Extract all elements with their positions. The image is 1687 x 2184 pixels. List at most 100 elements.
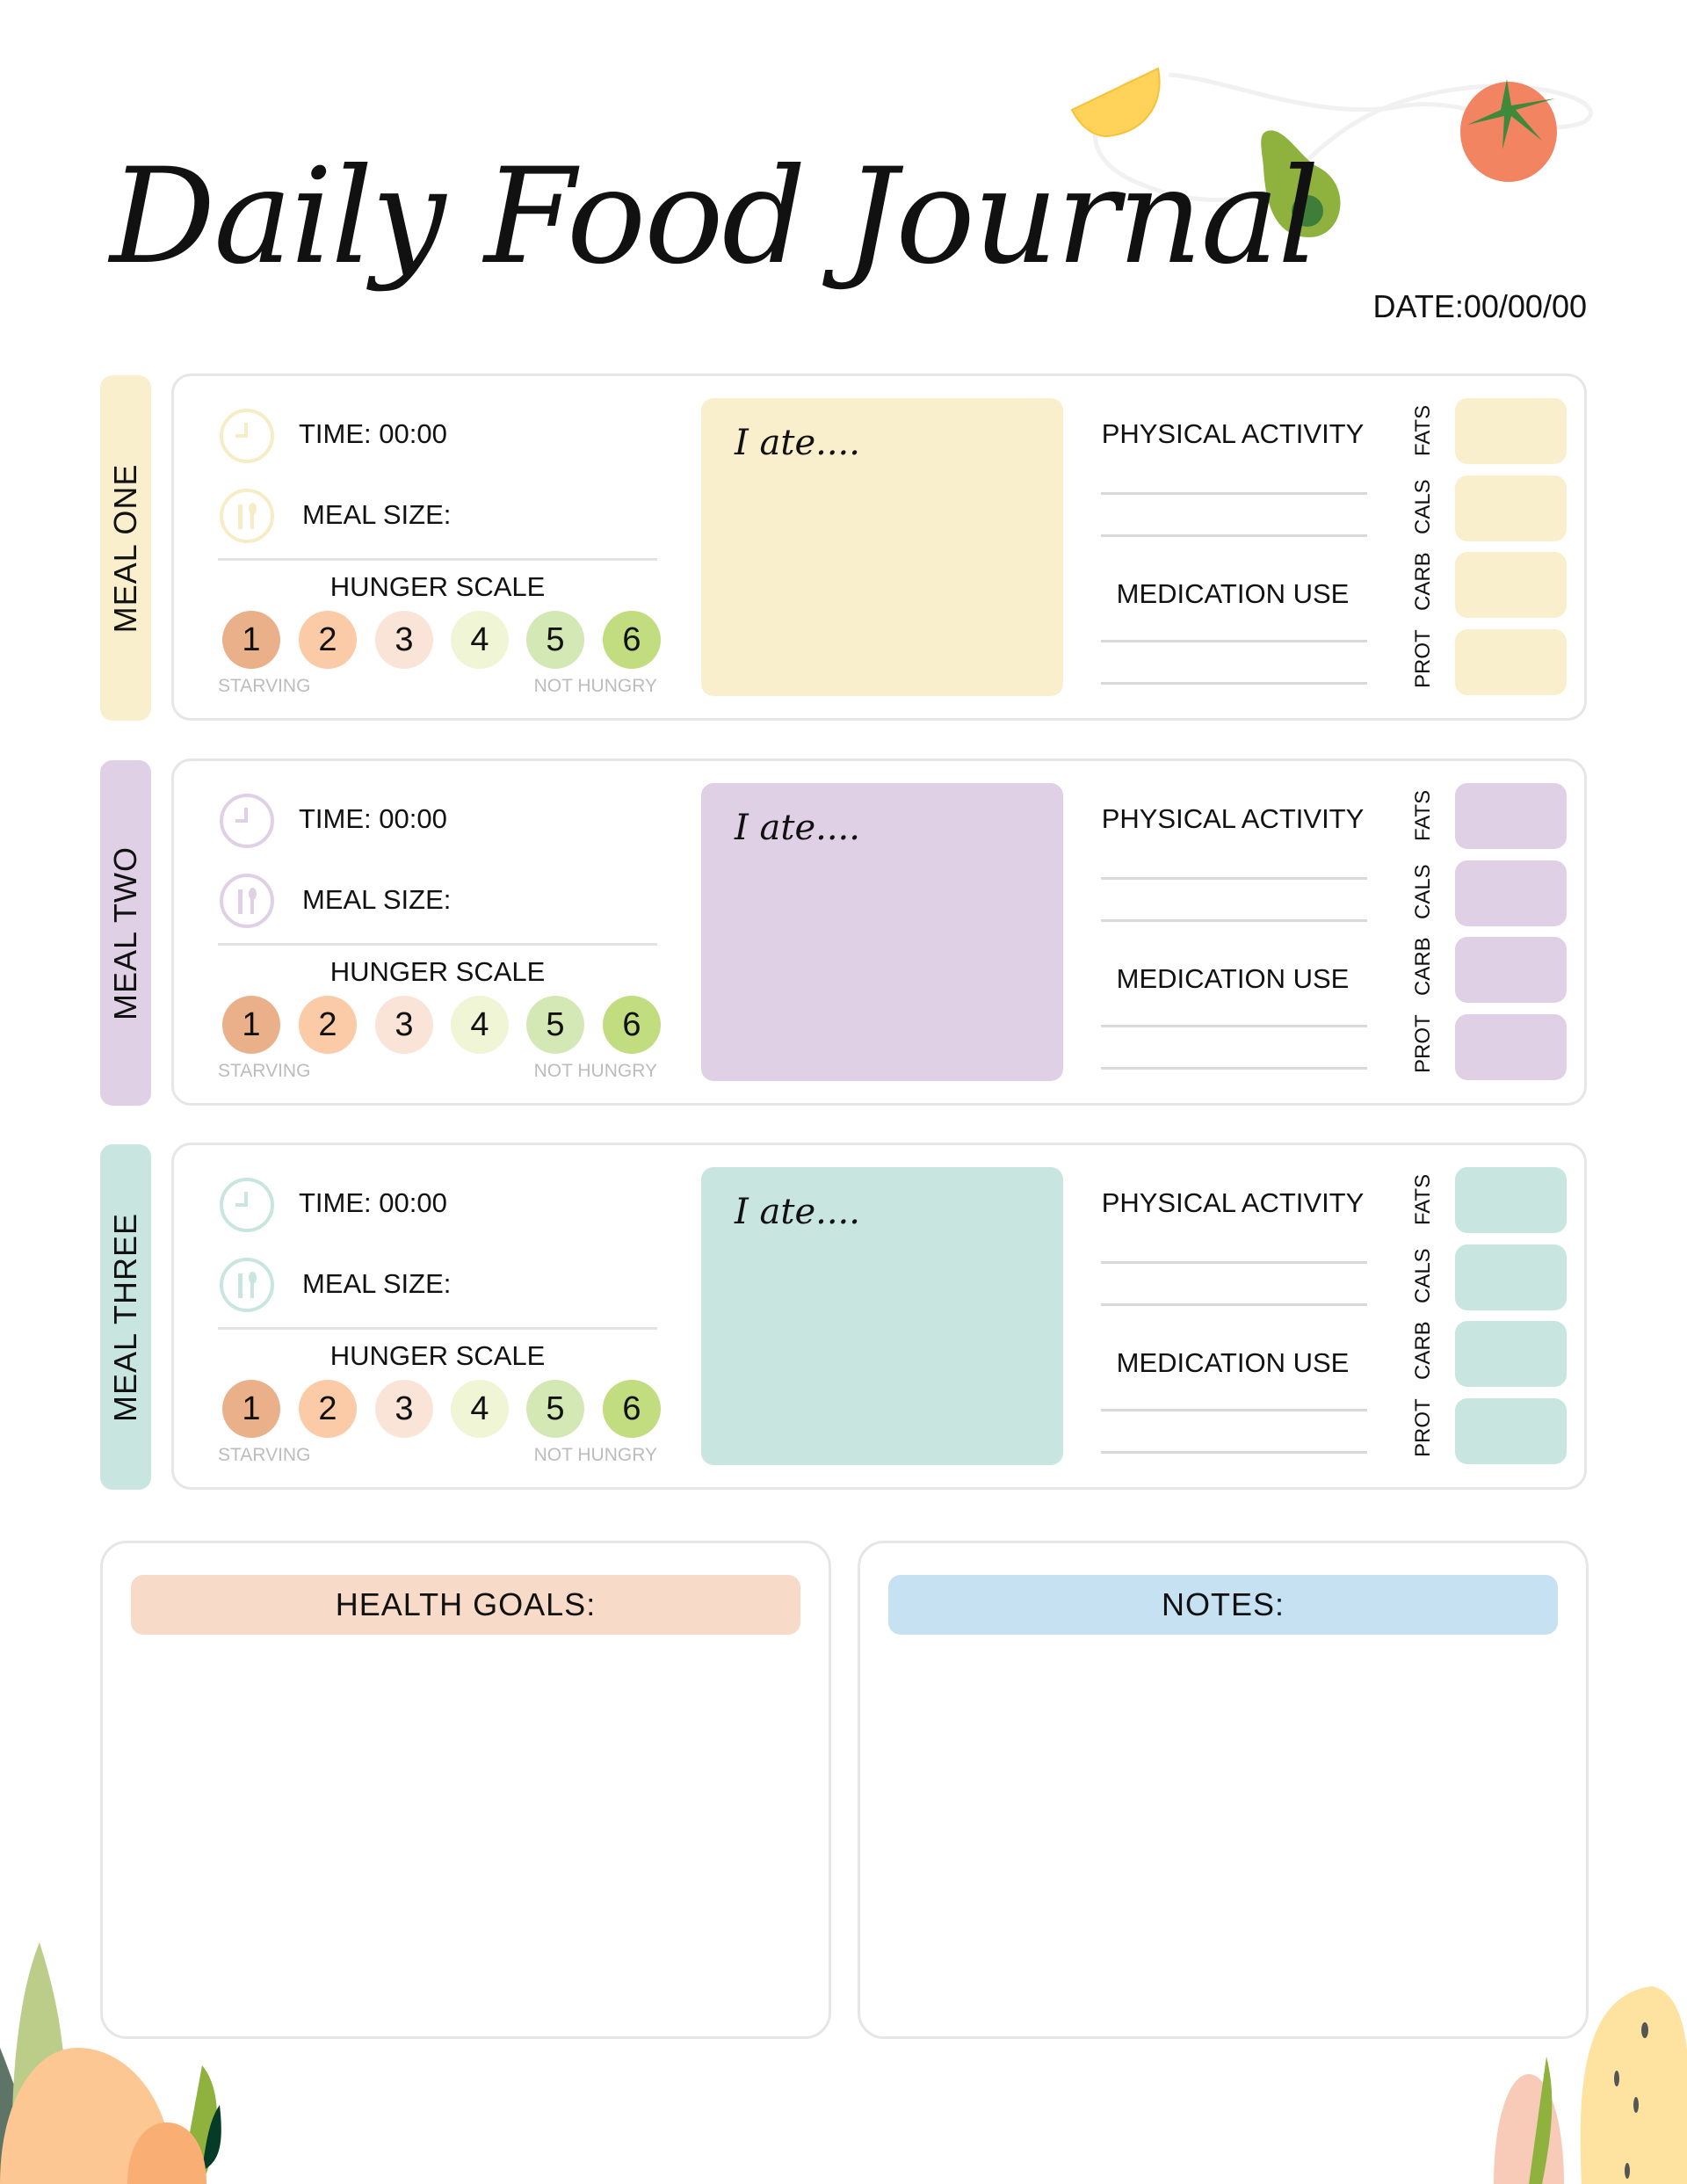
medication-line[interactable] — [1101, 1451, 1367, 1454]
page-title: Daily Food Journal — [110, 141, 1320, 294]
medication-line[interactable] — [1101, 1025, 1367, 1027]
time-field[interactable]: TIME: 00:00 — [299, 803, 447, 834]
meal-one-card: TIME: 00:00 MEAL SIZE: HUNGER SCALE 1 2 3 4 5… — [171, 374, 1587, 721]
starving-label: STARVING — [218, 1445, 311, 1465]
hunger-option-4[interactable]: 4 — [451, 996, 509, 1054]
medication-line[interactable] — [1101, 682, 1367, 685]
medication-line[interactable] — [1101, 1409, 1367, 1411]
meal-one-tab: MEAL ONE — [100, 375, 151, 721]
hunger-option-4[interactable]: 4 — [451, 1380, 509, 1438]
hunger-option-6[interactable]: 6 — [603, 611, 661, 669]
hunger-option-5[interactable]: 5 — [526, 1380, 584, 1438]
notes-box[interactable]: NOTES: — [858, 1541, 1589, 2039]
fats-field[interactable] — [1455, 1167, 1567, 1233]
hunger-option-1[interactable]: 1 — [222, 1380, 280, 1438]
i-ate-label: I ate.... — [735, 423, 860, 463]
hunger-scale-title: HUNGER SCALE — [329, 571, 546, 602]
carb-field[interactable] — [1455, 1321, 1567, 1387]
hunger-option-2[interactable]: 2 — [299, 1380, 357, 1438]
peach-fruit-icon — [0, 2048, 174, 2184]
carb-label: CARB — [1411, 937, 1435, 996]
divider — [218, 1327, 657, 1330]
prot-field[interactable] — [1455, 629, 1567, 695]
cals-field[interactable] — [1455, 475, 1567, 541]
i-ate-label: I ate.... — [735, 808, 860, 848]
cals-field[interactable] — [1455, 1244, 1567, 1310]
prot-label: PROT — [1411, 1398, 1435, 1457]
activity-line[interactable] — [1101, 534, 1367, 537]
hunger-option-1[interactable]: 1 — [222, 611, 280, 669]
meal-size-field[interactable]: MEAL SIZE: — [302, 499, 452, 530]
hunger-option-6[interactable]: 6 — [603, 1380, 661, 1438]
time-field[interactable]: TIME: 00:00 — [299, 1187, 447, 1218]
date-field[interactable]: DATE:00/00/00 — [1372, 288, 1587, 324]
fats-field[interactable] — [1455, 783, 1567, 849]
hunger-option-3[interactable]: 3 — [375, 611, 433, 669]
activity-line[interactable] — [1101, 1261, 1367, 1264]
divider — [218, 943, 657, 946]
not-hungry-label: NOT HUNGRY — [533, 676, 657, 696]
fats-field[interactable] — [1455, 398, 1567, 464]
cals-label: CALS — [1411, 864, 1435, 919]
hunger-option-2[interactable]: 2 — [299, 996, 357, 1054]
fats-label: FATS — [1411, 789, 1435, 842]
starving-label: STARVING — [218, 1061, 311, 1081]
i-ate-field[interactable]: I ate.... — [701, 783, 1063, 1081]
medication-line[interactable] — [1101, 1067, 1367, 1070]
meal-title: MEAL TWO — [107, 845, 143, 1020]
prot-field[interactable] — [1455, 1398, 1567, 1464]
not-hungry-label: NOT HUNGRY — [533, 1061, 657, 1081]
meal-two-card: TIME: 00:00 MEAL SIZE: HUNGER SCALE 1 2 3 4 5… — [171, 758, 1587, 1106]
hunger-option-1[interactable]: 1 — [222, 996, 280, 1054]
cals-label: CALS — [1411, 1248, 1435, 1303]
not-hungry-label: NOT HUNGRY — [533, 1445, 657, 1465]
decorative-fruits — [1070, 67, 1593, 237]
medication-use-label: MEDICATION USE — [1116, 578, 1350, 609]
decorative-bottom-right — [1494, 1986, 1687, 2184]
meal-two-tab: MEAL TWO — [100, 760, 151, 1106]
medication-line[interactable] — [1101, 640, 1367, 642]
pink-fruit-icon — [1494, 2074, 1564, 2184]
meal-three-card: TIME: 00:00 MEAL SIZE: HUNGER SCALE 1 2 3 4 5… — [171, 1143, 1587, 1490]
carb-label: CARB — [1411, 552, 1435, 611]
physical-activity-label: PHYSICAL ACTIVITY — [1101, 1187, 1365, 1218]
hunger-option-5[interactable]: 5 — [526, 996, 584, 1054]
physical-activity-label: PHYSICAL ACTIVITY — [1101, 803, 1365, 834]
decorative-string — [1092, 72, 1593, 202]
starving-label: STARVING — [218, 676, 311, 696]
activity-line[interactable] — [1101, 1303, 1367, 1306]
clock-icon — [220, 1178, 274, 1232]
activity-line[interactable] — [1101, 492, 1367, 495]
hunger-option-3[interactable]: 3 — [375, 1380, 433, 1438]
dark-green-leaf-icon — [202, 2105, 221, 2171]
medication-use-label: MEDICATION USE — [1116, 1347, 1350, 1378]
sprout-icon — [1529, 2057, 1553, 2184]
hunger-option-5[interactable]: 5 — [526, 611, 584, 669]
prot-label: PROT — [1411, 1014, 1435, 1073]
activity-line[interactable] — [1101, 919, 1367, 922]
hunger-option-4[interactable]: 4 — [451, 611, 509, 669]
clock-icon — [220, 794, 274, 848]
time-field[interactable]: TIME: 00:00 — [299, 418, 447, 449]
carb-field[interactable] — [1455, 552, 1567, 618]
carb-field[interactable] — [1455, 937, 1567, 1003]
avocado-pit-icon — [1292, 195, 1323, 227]
hunger-option-6[interactable]: 6 — [603, 996, 661, 1054]
hunger-option-2[interactable]: 2 — [299, 611, 357, 669]
utensils-icon — [220, 1258, 274, 1312]
utensils-icon — [220, 874, 274, 928]
activity-line[interactable] — [1101, 877, 1367, 880]
hunger-option-3[interactable]: 3 — [375, 996, 433, 1054]
i-ate-field[interactable]: I ate.... — [701, 1167, 1063, 1465]
fats-label: FATS — [1411, 1173, 1435, 1226]
cals-field[interactable] — [1455, 860, 1567, 926]
health-goals-box[interactable]: HEALTH GOALS: — [100, 1541, 831, 2039]
decorative-bottom-left — [0, 1942, 221, 2184]
tomato-leaves-icon — [1467, 79, 1555, 149]
i-ate-label: I ate.... — [735, 1192, 860, 1232]
i-ate-field[interactable]: I ate.... — [701, 398, 1063, 696]
meal-size-field[interactable]: MEAL SIZE: — [302, 884, 452, 915]
prot-field[interactable] — [1455, 1014, 1567, 1080]
meal-size-field[interactable]: MEAL SIZE: — [302, 1268, 452, 1299]
notes-header: NOTES: — [888, 1575, 1558, 1635]
